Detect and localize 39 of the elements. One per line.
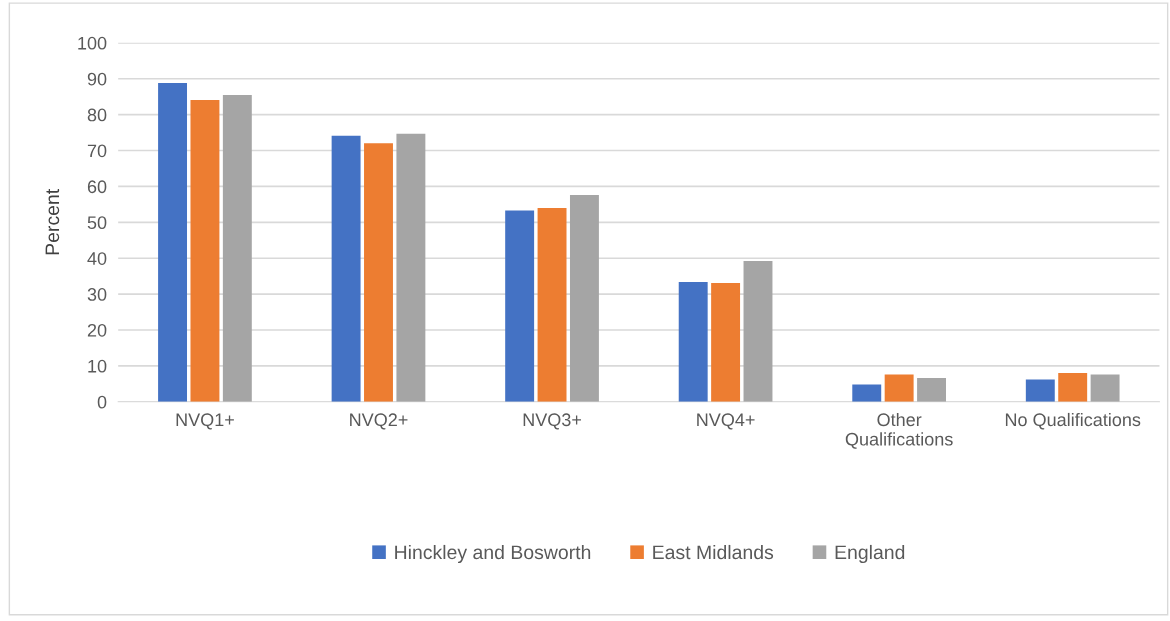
y-tick-label: 100 <box>78 36 107 50</box>
bar <box>917 378 946 402</box>
bar <box>364 143 393 402</box>
bar <box>505 210 535 402</box>
bar <box>569 195 599 402</box>
y-tick-label: 10 <box>88 359 107 373</box>
legend-label: Hinckley and Bosworth <box>395 544 591 564</box>
x-tick-label: No Qualifications <box>1005 412 1141 430</box>
bar <box>678 281 708 402</box>
bar <box>743 261 773 402</box>
y-axis-title: Percent <box>45 188 60 255</box>
y-tick-label: 50 <box>87 216 107 230</box>
y-tick-label: 20 <box>87 323 107 337</box>
bar <box>222 94 252 402</box>
legend-label: East Midlands <box>653 544 774 560</box>
bar <box>190 99 220 402</box>
x-tick-label: NVQ2+ <box>350 413 408 430</box>
y-tick-label: 70 <box>87 144 107 158</box>
y-tick-label: 80 <box>87 108 107 122</box>
bar <box>1090 374 1120 402</box>
y-tick-label: 40 <box>87 252 107 265</box>
x-tick-label: NVQ1+ <box>176 413 234 430</box>
legend-label: England <box>835 544 905 564</box>
bar <box>537 207 567 402</box>
y-tick-label: 30 <box>87 288 107 301</box>
x-tick-label: Other Qualifications <box>845 412 953 449</box>
x-tick-label: NVQ3+ <box>523 413 582 430</box>
bar <box>711 282 741 402</box>
bar <box>852 384 882 402</box>
bar <box>396 133 426 402</box>
y-tick-label: 90 <box>87 72 107 86</box>
y-tick-label: 0 <box>97 395 107 409</box>
bar <box>331 135 361 402</box>
x-tick-label: NVQ4+ <box>697 413 755 430</box>
bar <box>1025 379 1055 402</box>
bar <box>884 374 914 402</box>
bar <box>1058 373 1088 402</box>
bar <box>158 83 188 402</box>
y-tick-label: 60 <box>87 180 107 194</box>
